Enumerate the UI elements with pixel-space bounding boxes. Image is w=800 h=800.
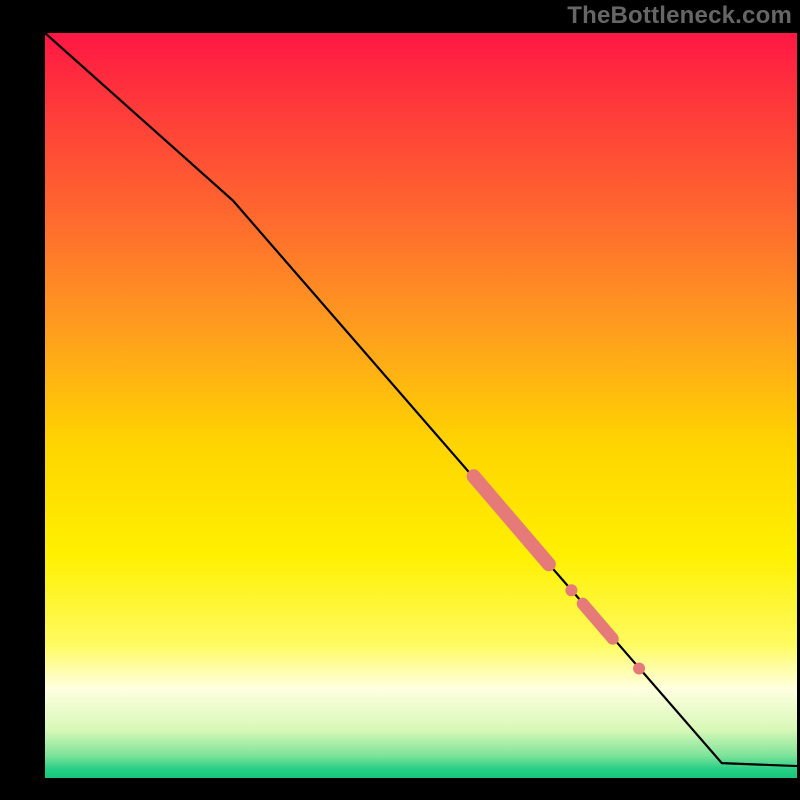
highlight-dot [633, 662, 645, 674]
plot-gradient [45, 33, 797, 778]
chart-stage: TheBottleneck.com [0, 0, 800, 800]
bottleneck-chart [0, 0, 800, 800]
watermark-text: TheBottleneck.com [567, 2, 792, 30]
highlight-dot [565, 584, 577, 596]
